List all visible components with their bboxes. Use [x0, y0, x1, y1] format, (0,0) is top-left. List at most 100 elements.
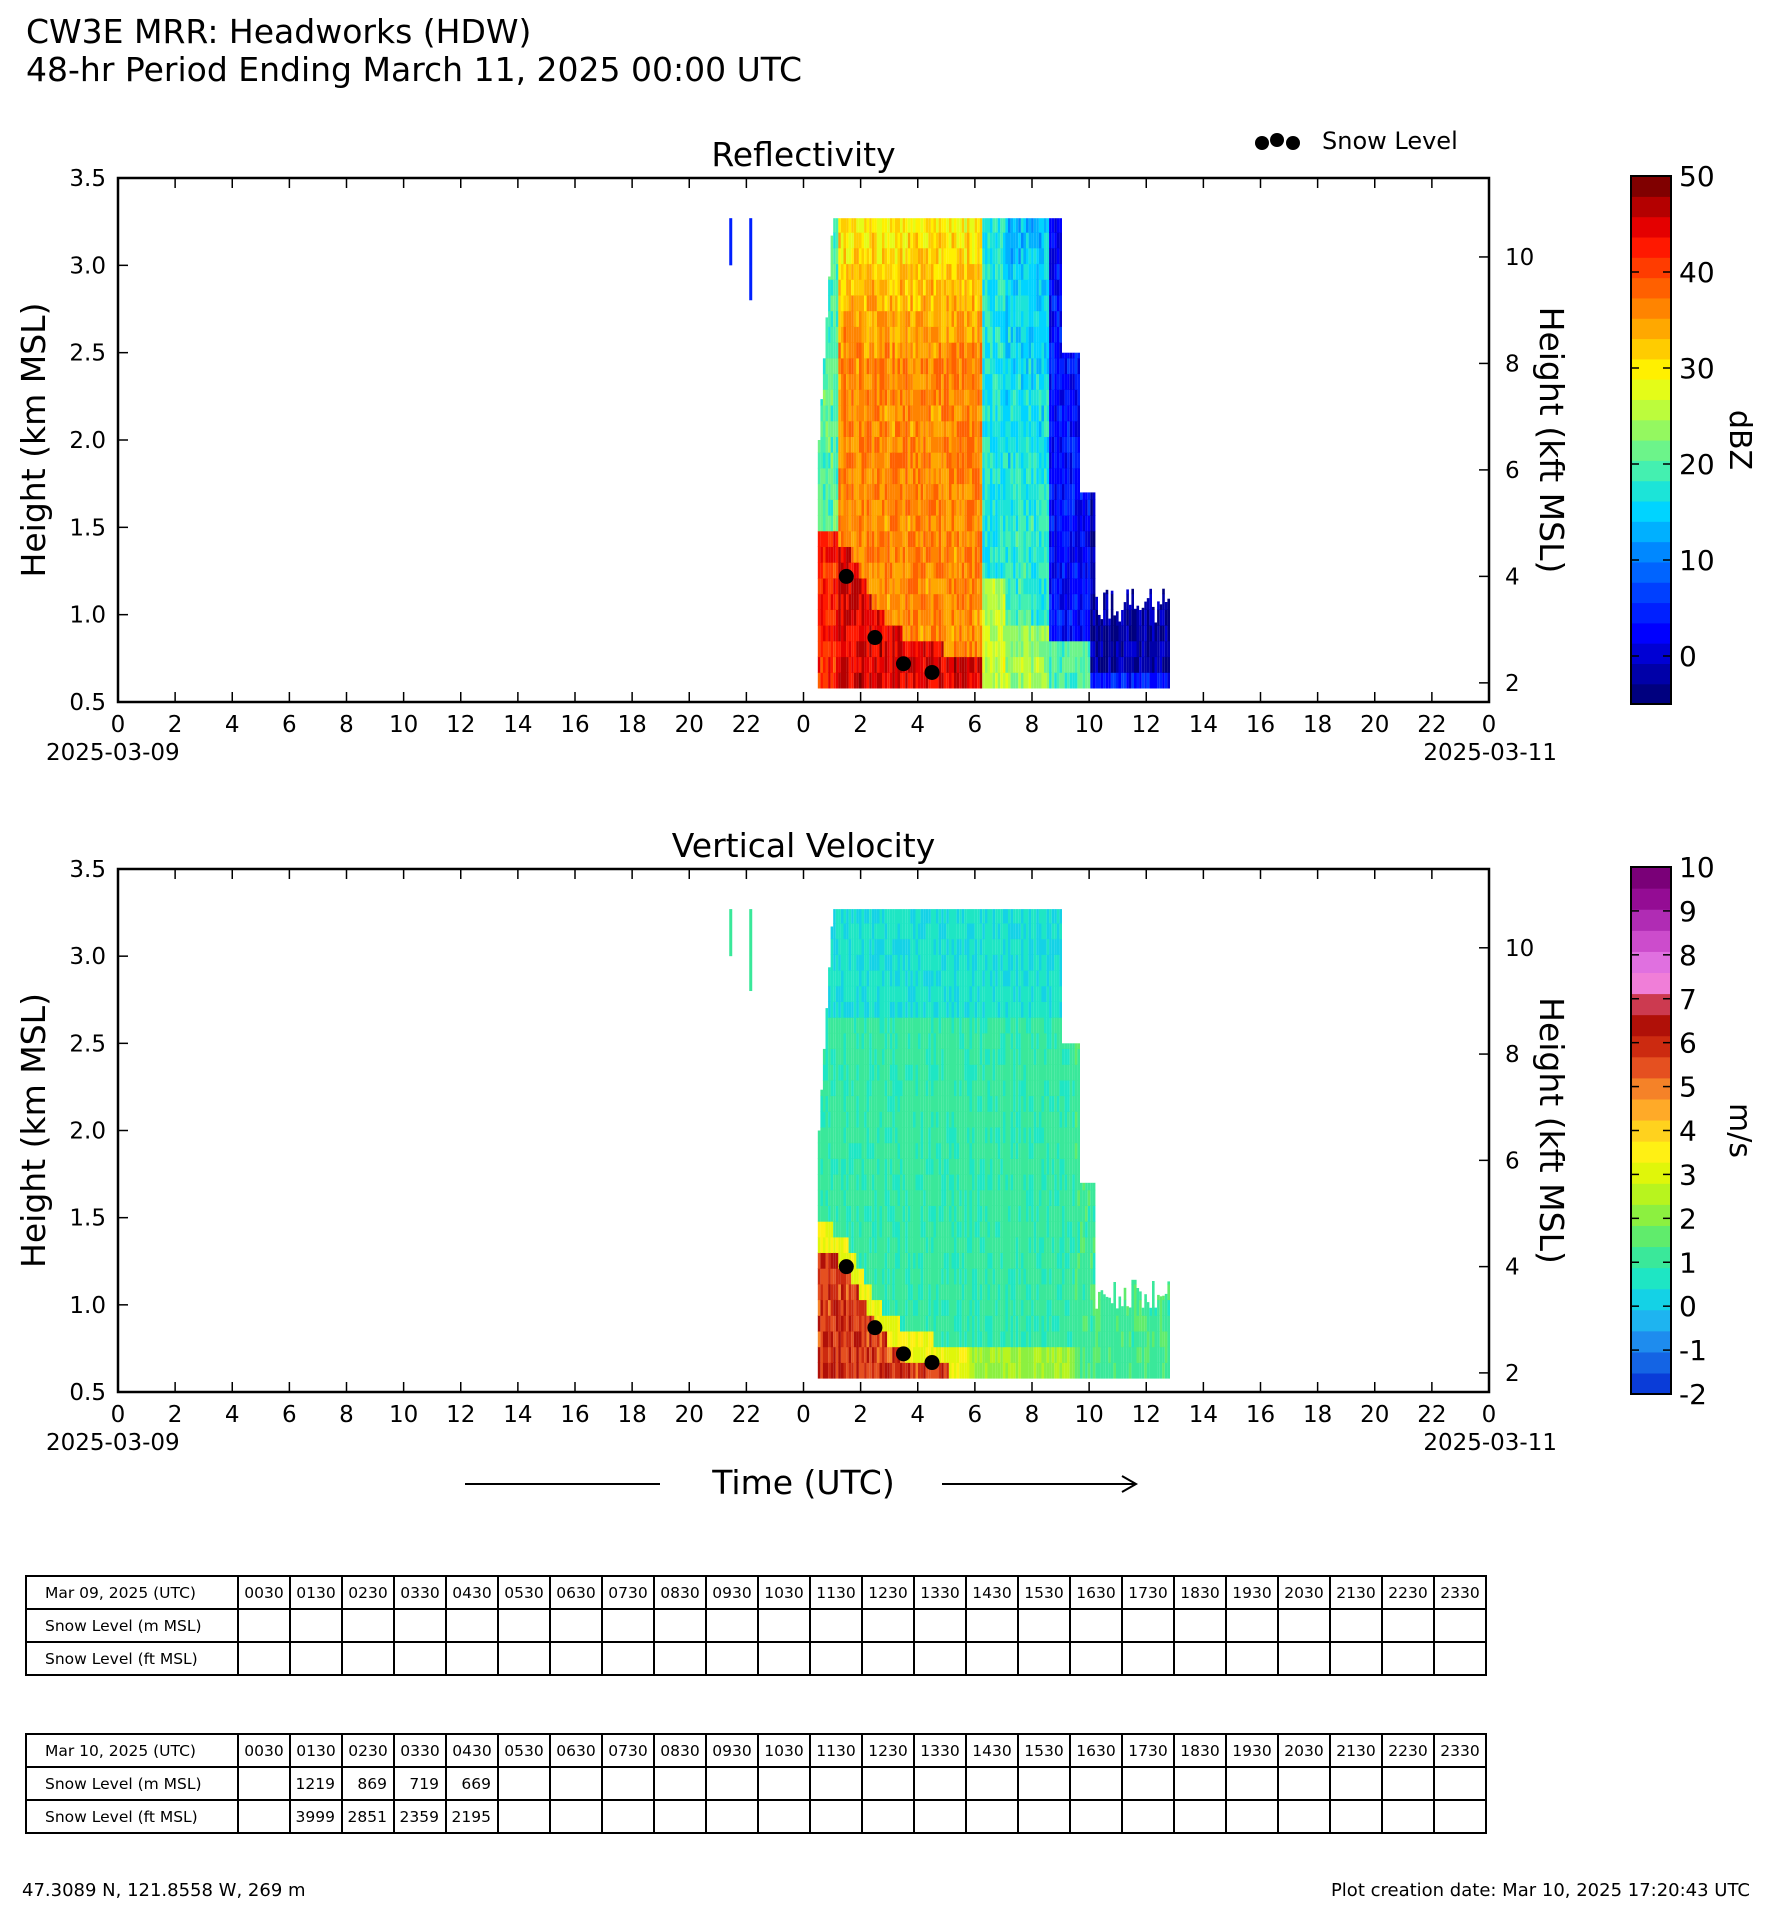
heatmap-cell: [1036, 467, 1039, 485]
heatmap-cell: [1010, 546, 1014, 563]
heatmap-cell: [930, 499, 934, 516]
heatmap-cell: [1051, 499, 1055, 516]
heatmap-cell: [910, 1032, 913, 1050]
heatmap-cell: [905, 1079, 908, 1097]
heatmap-cell: [905, 263, 908, 280]
heatmap-cell: [997, 310, 1001, 327]
heatmap-cell: [1059, 342, 1062, 359]
heatmap-cell: [882, 672, 885, 689]
heatmap-cell: [894, 1174, 898, 1191]
heatmap-cell: [990, 232, 993, 249]
heatmap-cell: [846, 263, 849, 280]
heatmap-cell: [835, 609, 839, 626]
heatmap-cell: [925, 1174, 929, 1191]
heatmap-cell: [1005, 467, 1008, 485]
heatmap-cell: [894, 970, 898, 987]
heatmap-cell: [820, 1236, 823, 1253]
heatmap-cell: [946, 593, 949, 610]
heatmap-cell: [1164, 602, 1168, 610]
heatmap-cell: [1144, 609, 1147, 626]
heatmap-cell: [822, 467, 826, 485]
heatmap-cell: [1049, 342, 1052, 359]
heatmap-cell: [861, 672, 865, 689]
y-tick-label: 1.0: [69, 603, 106, 629]
heatmap-cell: [992, 389, 996, 406]
heatmap-cell: [864, 1362, 867, 1379]
heatmap-cell: [1087, 515, 1091, 532]
heatmap-cell: [1002, 452, 1006, 469]
heatmap-cell: [822, 1299, 826, 1316]
heatmap-cell: [1038, 420, 1042, 437]
heatmap-cell: [946, 1032, 949, 1050]
heatmap-cell: [977, 656, 980, 673]
heatmap-cell: [817, 640, 821, 658]
heatmap-cell: [889, 1127, 893, 1144]
heatmap-cell: [1095, 656, 1098, 673]
heatmap-cell: [1031, 452, 1034, 469]
heatmap-cell: [954, 938, 957, 955]
heatmap-cell: [874, 656, 877, 673]
heatmap-cell: [887, 342, 890, 359]
colorbar-label: dBZ: [1722, 410, 1757, 470]
heatmap-cell: [915, 546, 919, 563]
heatmap-cell: [964, 342, 967, 359]
heatmap-cell: [1026, 436, 1029, 453]
heatmap-cell: [835, 1032, 839, 1050]
heatmap-cell: [1015, 672, 1019, 689]
heatmap-cell: [997, 405, 1001, 422]
heatmap-cell: [1026, 562, 1029, 579]
heatmap-cell: [825, 1205, 829, 1222]
heatmap-cell: [1028, 499, 1032, 516]
heatmap-cell: [1018, 389, 1021, 406]
heatmap-cell: [984, 609, 988, 626]
heatmap-cell: [825, 656, 829, 673]
heatmap-cell: [1049, 263, 1052, 280]
heatmap-cell: [920, 938, 924, 955]
heatmap-cell: [858, 1346, 862, 1363]
heatmap-cell: [838, 1315, 841, 1332]
heatmap-cell: [959, 452, 962, 469]
heatmap-cell: [858, 1127, 862, 1144]
heatmap-cell: [1072, 420, 1075, 437]
heatmap-cell: [874, 593, 877, 610]
heatmap-cell: [1044, 373, 1047, 390]
heatmap-cell: [925, 467, 929, 485]
heatmap-cell: [822, 420, 826, 437]
heatmap-cell: [974, 420, 978, 437]
heatmap-cell: [1008, 515, 1011, 532]
heatmap-cell: [894, 1315, 898, 1332]
heatmap-cell: [892, 420, 895, 437]
heatmap-cell: [928, 310, 931, 327]
heatmap-cell: [954, 562, 957, 579]
heatmap-cell: [846, 640, 849, 658]
heatmap-cell: [864, 295, 867, 312]
heatmap-cell: [946, 1048, 949, 1065]
heatmap-cell: [1046, 218, 1050, 233]
heatmap-cell: [856, 483, 859, 500]
heatmap-cell: [825, 1268, 829, 1285]
heatmap-cell: [882, 247, 885, 265]
heatmap-cell: [979, 483, 983, 500]
heatmap-cell: [1074, 546, 1078, 563]
heatmap-cell: [918, 499, 921, 516]
heatmap-cell: [846, 1079, 849, 1097]
heatmap-cell: [912, 1174, 916, 1191]
heatmap-cell: [830, 1189, 834, 1206]
heatmap-cell: [923, 672, 926, 689]
heatmap-cell: [954, 405, 957, 422]
heatmap-cell: [1051, 672, 1055, 689]
heatmap-cell: [833, 389, 836, 406]
heatmap-cell: [961, 357, 965, 375]
heatmap-cell: [871, 218, 875, 233]
heatmap-cell: [1036, 218, 1039, 233]
heatmap-cell: [1015, 247, 1019, 265]
heatmap-cell: [1080, 640, 1083, 658]
heatmap-cell: [900, 954, 903, 971]
heatmap-cell: [938, 923, 942, 940]
heatmap-cell: [833, 1283, 836, 1301]
heatmap-cell: [915, 1017, 919, 1034]
heatmap-cell: [928, 483, 931, 500]
heatmap-cell: [948, 593, 952, 610]
heatmap-cell: [887, 232, 890, 249]
heatmap-cell: [871, 1048, 875, 1065]
